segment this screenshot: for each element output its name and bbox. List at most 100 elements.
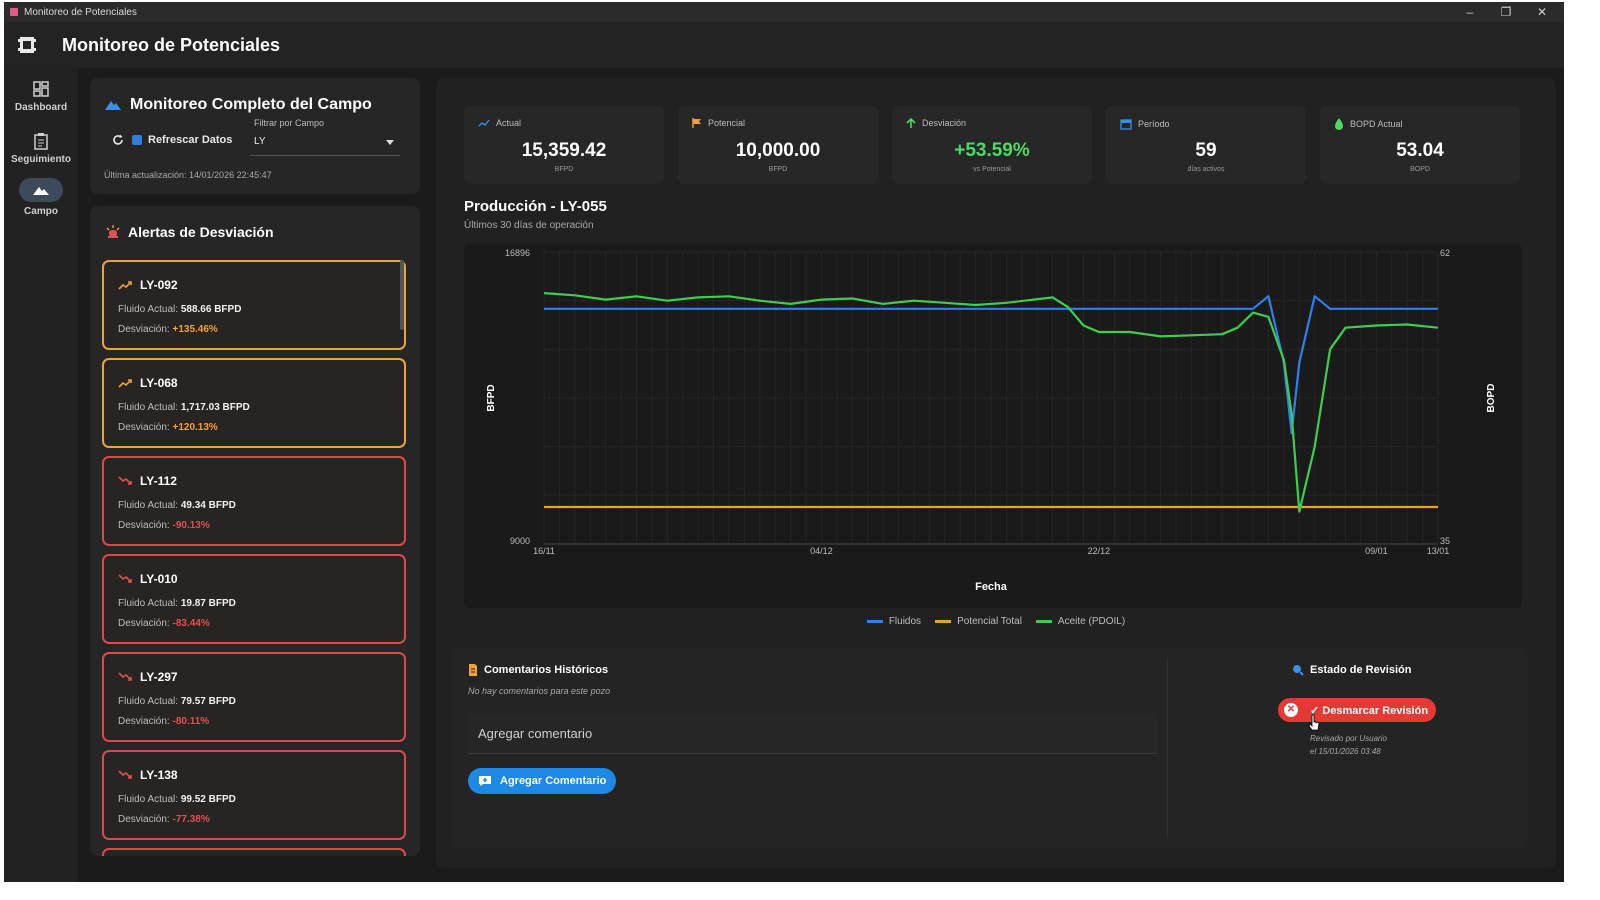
production-chart[interactable]: 16896 9000 62 35 16/11 04/12 22/12 09/01 13/01 Fe… xyxy=(464,244,1522,608)
y2-tick-label: 35 xyxy=(1440,536,1450,546)
window-title: Monitoreo de Potenciales xyxy=(24,6,137,18)
field-filter-select[interactable]: LY xyxy=(250,132,400,156)
kpi-label: Potencial xyxy=(708,118,746,128)
trend-up-icon xyxy=(118,281,132,290)
field-monitor-title-text: Monitoreo Completo del Campo xyxy=(130,96,372,113)
alert-fluid-label: Fluido Actual: xyxy=(118,794,179,805)
terrain-icon xyxy=(33,187,49,195)
nav-seguimiento-label: Seguimiento xyxy=(10,154,71,165)
kpi-value: +53.59% xyxy=(954,140,1030,161)
nav-campo[interactable]: Campo xyxy=(4,178,78,217)
alert-card[interactable]: LY-138 Fluido Actual: 99.52 BFPD Desviac… xyxy=(102,750,406,840)
comment-input[interactable]: Agregar comentario xyxy=(468,714,1158,754)
deviation-alerts-panel: Alertas de Desviación LY-092 Fluido Actu… xyxy=(90,206,420,856)
alert-card[interactable]: LY-010 Fluido Actual: 19.87 BFPD Desviac… xyxy=(102,554,406,644)
no-comments-text: No hay comentarios para este pozo xyxy=(468,686,611,696)
legend-item[interactable]: Potencial Total xyxy=(935,616,1022,627)
nav-dashboard[interactable]: Dashboard xyxy=(4,80,78,113)
alert-dev-value: -90.13% xyxy=(172,520,210,531)
maximize-button[interactable]: ❐ xyxy=(1500,5,1512,19)
reviewed-on-text: el 15/01/2026 03:48 xyxy=(1310,747,1381,756)
kpi-value: 10,000.00 xyxy=(735,140,821,161)
nav-seguimiento[interactable]: Seguimiento xyxy=(4,132,78,165)
comments-title: Comentarios Históricos xyxy=(468,664,608,676)
clipboard-icon xyxy=(34,133,48,150)
alert-fluid-label: Fluido Actual: xyxy=(118,598,179,609)
x-tick-label: 13/01 xyxy=(1427,546,1450,556)
legend-item[interactable]: Aceite (PDOIL) xyxy=(1035,616,1125,627)
y2-tick-label: 62 xyxy=(1440,248,1450,258)
window-titlebar: Monitoreo de Potenciales – ❐ ✕ xyxy=(4,2,1564,22)
x-axis-label: Fecha xyxy=(975,581,1008,593)
last-update-text: Última actualización: 14/01/2026 22:45:4… xyxy=(104,170,272,180)
add-comment-button[interactable]: Agregar Comentario xyxy=(468,768,617,794)
nav-campo-label: Campo xyxy=(24,206,58,217)
alert-dev-label: Desviación: xyxy=(118,618,170,629)
trend-down-icon xyxy=(118,476,132,485)
legend-label: Fluidos xyxy=(888,616,922,627)
alert-fluid-label: Fluido Actual: xyxy=(118,402,179,413)
nav-dashboard-label: Dashboard xyxy=(14,102,68,113)
arrow-up-icon xyxy=(906,118,916,128)
unmark-review-label: ✓ Desmarcar Revisión xyxy=(1310,704,1429,717)
alerts-scrollbar[interactable] xyxy=(400,260,404,330)
x-tick-label: 04/12 xyxy=(810,546,833,556)
alert-card[interactable]: LY-092 Fluido Actual: 588.66 BFPD Desvia… xyxy=(102,260,406,350)
alert-dev-value: -80.11% xyxy=(172,716,210,727)
mouse-cursor-icon xyxy=(1308,714,1320,731)
well-detail-panel: Actual 15,359.42 BFPD Potencial 10,000.0… xyxy=(436,78,1556,868)
reviewed-by-text: Revisado por Usuario xyxy=(1310,734,1387,743)
unmark-review-button[interactable]: ✕ ✓ Desmarcar Revisión xyxy=(1278,698,1437,722)
alert-well: LY-297 xyxy=(140,670,178,684)
y-tick-label: 9000 xyxy=(510,536,530,546)
kpi-label: BOPD Actual xyxy=(1350,119,1403,129)
legend-swatch xyxy=(935,620,952,623)
alert-well: LY-010 xyxy=(140,572,178,586)
alert-well: LY-112 xyxy=(140,474,177,488)
trend-down-icon xyxy=(118,574,132,583)
minimize-button[interactable]: – xyxy=(1466,5,1474,19)
kpi-label: Período xyxy=(1138,119,1170,129)
alert-fluid-value: 588.66 BFPD xyxy=(180,304,242,315)
kpi-sub: BOPD xyxy=(1410,166,1430,173)
alerts-title-text: Alertas de Desviación xyxy=(128,224,274,240)
close-button[interactable]: ✕ xyxy=(1536,5,1548,19)
production-chart-svg: 16896 9000 62 35 16/11 04/12 22/12 09/01 13/01 Fe… xyxy=(486,248,1497,593)
kpi-potencial: Potencial 10,000.00 BFPD xyxy=(678,106,878,184)
alert-fluid-value: 99.52 BFPD xyxy=(180,794,236,805)
refresh-button[interactable]: Refrescar Datos xyxy=(112,134,232,146)
alarm-icon xyxy=(106,225,120,238)
alert-fluid-value: 19.87 BFPD xyxy=(180,598,236,609)
alert-card[interactable]: LY-297 Fluido Actual: 79.57 BFPD Desviac… xyxy=(102,652,406,742)
nav-rail: Dashboard Seguimiento Campo xyxy=(4,68,78,882)
chevron-down-icon xyxy=(386,140,394,145)
alert-card[interactable]: LY-068 Fluido Actual: 1,717.03 BFPD Desv… xyxy=(102,358,406,448)
chart-legend: Fluidos Potencial Total Aceite (PDOIL) xyxy=(436,616,1556,627)
alert-dev-label: Desviación: xyxy=(118,422,170,433)
review-title: Estado de Revisión xyxy=(1292,664,1411,676)
section-divider xyxy=(1167,658,1168,838)
alert-fluid-label: Fluido Actual: xyxy=(118,304,179,315)
alerts-title: Alertas de Desviación xyxy=(106,224,274,240)
trend-up-icon xyxy=(478,119,490,127)
legend-swatch xyxy=(866,620,883,623)
magnifier-icon xyxy=(1293,665,1304,676)
alert-card-partial[interactable] xyxy=(102,848,406,856)
kpi-label: Desviación xyxy=(922,118,967,128)
alert-card[interactable]: LY-112 Fluido Actual: 49.34 BFPD Desviac… xyxy=(102,456,406,546)
alert-dev-label: Desviación: xyxy=(118,520,170,531)
close-circle-icon: ✕ xyxy=(1284,703,1298,717)
y-tick-label: 16896 xyxy=(505,248,530,258)
legend-item[interactable]: Fluidos xyxy=(866,616,922,627)
kpi-periodo: Período 59 días activos xyxy=(1106,106,1306,184)
alert-fluid-label: Fluido Actual: xyxy=(118,696,179,707)
alert-dev-label: Desviación: xyxy=(118,324,170,335)
kpi-sub: BFPD xyxy=(554,166,574,173)
field-monitor-title: Monitoreo Completo del Campo xyxy=(104,96,372,114)
refresh-badge-icon xyxy=(132,135,142,145)
x-tick-label: 16/11 xyxy=(533,546,555,556)
y-axis-label: BFPD xyxy=(486,384,497,411)
alert-well: LY-068 xyxy=(140,376,178,390)
alert-dev-value: -77.38% xyxy=(172,814,210,825)
terrain-icon xyxy=(105,101,121,110)
